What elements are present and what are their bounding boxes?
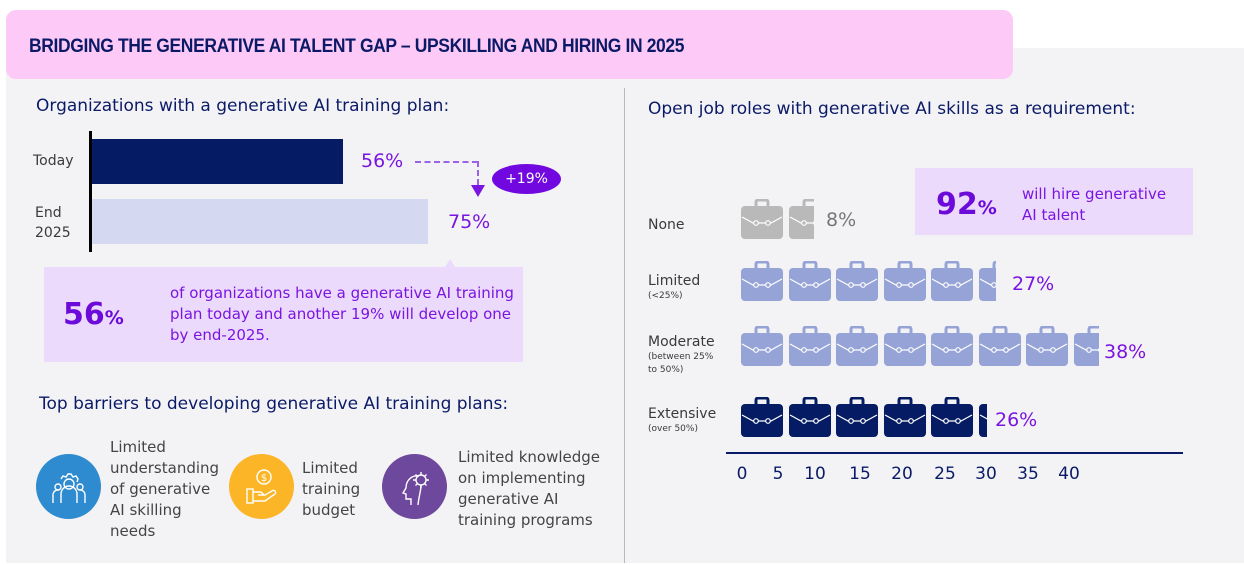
arrow-down-icon bbox=[471, 185, 485, 197]
row-sublabel: (<25%) bbox=[648, 291, 683, 301]
row-value-none: 8% bbox=[826, 209, 857, 231]
hire-unit: % bbox=[977, 197, 997, 219]
briefcase-icon bbox=[883, 397, 926, 437]
title-banner bbox=[6, 10, 1013, 79]
briefcase-icon bbox=[788, 199, 814, 239]
tick-label: 30 bbox=[975, 464, 997, 484]
briefcase-icon bbox=[978, 326, 1021, 366]
hire-number: 92 bbox=[936, 187, 978, 222]
page-title: BRIDGING THE GENERATIVE AI TALENT GAP – … bbox=[29, 36, 685, 57]
row-label-extensive: Extensive (over 50%) bbox=[648, 405, 716, 436]
barrier-text-3: Limited knowledge on implementing genera… bbox=[458, 448, 601, 529]
callout-number: 56 bbox=[63, 297, 105, 332]
growth-dashed-line bbox=[415, 161, 478, 163]
bar-end-2025 bbox=[92, 199, 429, 244]
barriers-heading: Top barriers to developing generative AI… bbox=[39, 394, 509, 414]
briefcase-icon bbox=[836, 326, 878, 366]
head-gear-icon bbox=[382, 454, 447, 519]
callout-pointer bbox=[445, 259, 455, 267]
section-divider bbox=[624, 88, 625, 563]
bar-label-end-2025: End 2025 bbox=[35, 203, 71, 243]
row-label-moderate: Moderate (between 25% to 50%) bbox=[648, 333, 728, 377]
callout-big-number: 56% bbox=[63, 297, 124, 332]
briefcase-icon bbox=[931, 397, 973, 437]
row-sublabel: (between 25% to 50%) bbox=[648, 352, 714, 375]
briefcase-icon bbox=[741, 326, 783, 366]
x-axis-line bbox=[726, 452, 1183, 454]
tick-label: 35 bbox=[1017, 464, 1039, 484]
row-label-limited: Limited (<25%) bbox=[648, 272, 700, 303]
tick-label: 0 bbox=[736, 464, 748, 484]
row-label-text: Limited bbox=[648, 273, 701, 289]
row-sublabel: (over 50%) bbox=[648, 424, 698, 434]
row-value-limited: 27% bbox=[1012, 273, 1055, 295]
row-value-moderate: 38% bbox=[1104, 341, 1147, 363]
tick-label: 10 bbox=[804, 464, 826, 484]
hire-big-number: 92% bbox=[936, 187, 997, 222]
bar-label-today: Today bbox=[33, 153, 74, 169]
training-plan-callout: 56% of organizations have a generative A… bbox=[44, 267, 523, 362]
people-gear-icon bbox=[36, 454, 101, 519]
row-label-text: Extensive bbox=[648, 406, 717, 422]
callout-text: of organizations have a generative AI tr… bbox=[170, 284, 514, 344]
barrier-text-2: Limited training budget bbox=[302, 459, 361, 519]
delta-badge: +19% bbox=[492, 164, 561, 194]
tick-label: 40 bbox=[1058, 464, 1080, 484]
job-roles-heading: Open job roles with generative AI skills… bbox=[648, 99, 1136, 119]
growth-dashed-line-vertical bbox=[477, 161, 479, 185]
briefcase-icon bbox=[1073, 326, 1099, 366]
row-value-extensive: 26% bbox=[995, 409, 1038, 431]
briefcase-icon bbox=[836, 397, 878, 437]
hire-text: will hire generative AI talent bbox=[1022, 185, 1167, 224]
briefcase-icon bbox=[931, 326, 973, 366]
tick-label: 25 bbox=[934, 464, 956, 484]
bar-today bbox=[92, 139, 343, 184]
money-hand-icon: $ bbox=[229, 454, 294, 519]
briefcase-icon bbox=[741, 397, 783, 437]
bar-label-line1: End bbox=[35, 205, 62, 221]
briefcase-icon bbox=[978, 397, 987, 437]
briefcase-icon bbox=[788, 397, 831, 437]
tick-label: 20 bbox=[891, 464, 913, 484]
svg-text:$: $ bbox=[260, 473, 266, 484]
row-label-text: Moderate bbox=[648, 334, 715, 350]
briefcase-icon bbox=[741, 261, 783, 301]
briefcase-icon bbox=[883, 326, 926, 366]
briefcase-icon bbox=[931, 261, 973, 301]
bar-label-line2: 2025 bbox=[35, 225, 71, 241]
briefcase-icon bbox=[788, 261, 831, 301]
training-plan-heading: Organizations with a generative AI train… bbox=[36, 96, 450, 116]
briefcase-icon bbox=[883, 261, 926, 301]
tick-label: 5 bbox=[772, 464, 784, 484]
callout-unit: % bbox=[104, 307, 124, 329]
bar-value-end-2025: 75% bbox=[448, 211, 491, 233]
tick-label: 15 bbox=[849, 464, 871, 484]
barrier-text-1: Limited understanding of generative AI s… bbox=[110, 438, 220, 540]
briefcase-icon bbox=[836, 261, 878, 301]
briefcase-icon bbox=[788, 326, 831, 366]
briefcase-icon bbox=[978, 261, 996, 301]
bar-axis-line bbox=[89, 131, 92, 252]
briefcase-icon bbox=[741, 199, 783, 239]
bar-value-today: 56% bbox=[361, 150, 404, 172]
briefcase-icon bbox=[1026, 326, 1068, 366]
row-label-none: None bbox=[648, 217, 685, 233]
hire-callout: 92% will hire generative AI talent bbox=[915, 168, 1193, 235]
